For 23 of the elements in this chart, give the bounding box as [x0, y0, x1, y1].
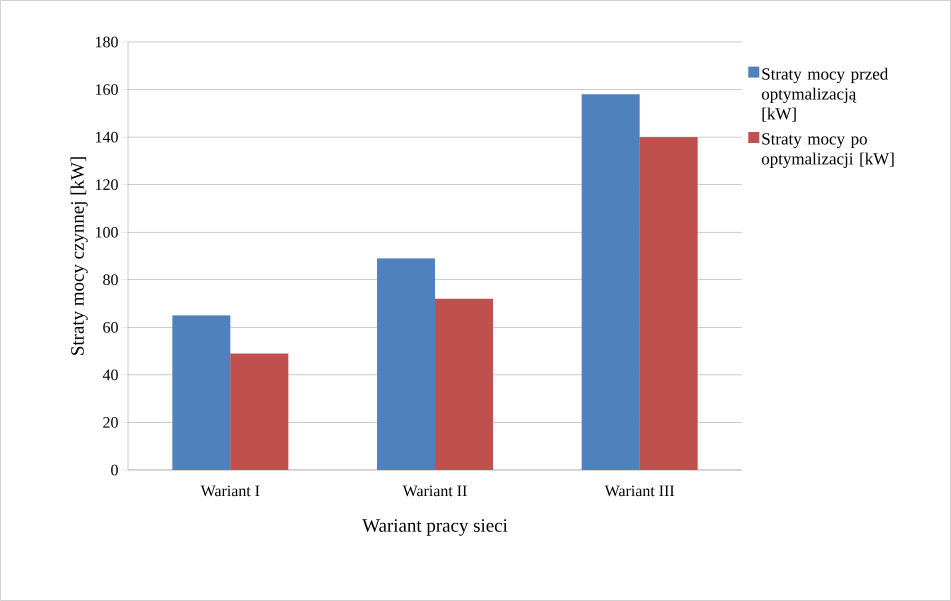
y-tick-label: 120 — [96, 179, 118, 190]
x-tick-label: Wariant II — [402, 486, 467, 496]
legend-label: Straty mocy po optymalizacji [kW] — [762, 133, 894, 168]
y-tick-label: 80 — [103, 274, 118, 286]
bar — [640, 137, 698, 470]
x-tick-label: Wariant I — [200, 486, 260, 496]
y-tick-label: 60 — [103, 322, 118, 333]
y-tick-label: 160 — [96, 84, 118, 95]
y-tick-label: 0 — [111, 464, 118, 476]
y-tick-label: 180 — [96, 36, 118, 48]
x-axis-title: Wariant pracy sieci — [362, 519, 508, 536]
y-tick-label: 140 — [96, 132, 118, 142]
y-tick-label: 40 — [102, 370, 118, 380]
x-tick-label: Wariant III — [604, 486, 674, 496]
y-tick-label: 20 — [103, 417, 118, 428]
legend-label: Straty mocy przed optymalizacją [kW] — [762, 68, 888, 122]
bar — [377, 258, 436, 470]
y-axis-title: Straty mocy czynnej [kW] — [70, 157, 88, 355]
bar — [230, 353, 288, 470]
bar — [172, 315, 230, 470]
y-tick-label: 100 — [96, 226, 118, 238]
bar — [582, 94, 640, 470]
bar — [435, 298, 494, 470]
